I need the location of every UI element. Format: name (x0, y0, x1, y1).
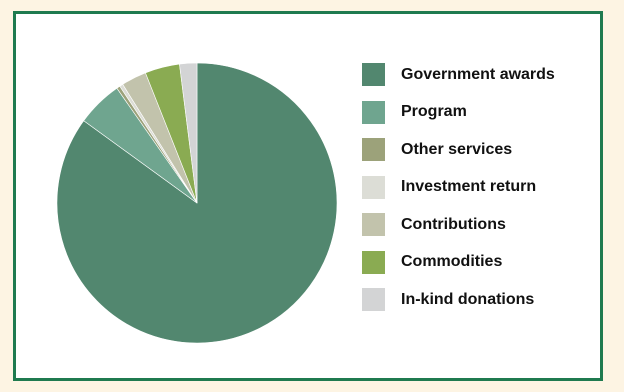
chart-frame: Government awards Program Other services… (13, 11, 603, 381)
pie-chart (56, 62, 338, 344)
legend-item-other-services: Other services (362, 131, 555, 169)
legend-label: Investment return (401, 178, 537, 196)
legend-swatch (362, 63, 385, 87)
legend-label: In-kind donations (401, 290, 535, 308)
legend-swatch (362, 288, 385, 312)
legend-item-commodities: Commodities (362, 244, 555, 282)
legend-item-government-awards: Government awards (362, 56, 555, 94)
legend-item-contributions: Contributions (362, 206, 555, 244)
legend-label: Program (401, 103, 467, 121)
legend-label: Contributions (401, 215, 506, 233)
legend-swatch (362, 213, 385, 237)
legend-item-program: Program (362, 94, 555, 132)
legend: Government awards Program Other services… (362, 56, 555, 319)
legend-label: Other services (401, 140, 513, 158)
legend-item-in-kind-donations: In-kind donations (362, 281, 555, 319)
legend-swatch (362, 100, 385, 124)
legend-swatch (362, 250, 385, 274)
legend-item-investment-return: Investment return (362, 169, 555, 207)
legend-swatch (362, 175, 385, 199)
legend-swatch (362, 138, 385, 162)
legend-label: Government awards (401, 65, 555, 83)
pie-slice-in-kind-donations (179, 62, 198, 204)
legend-label: Commodities (401, 253, 503, 271)
